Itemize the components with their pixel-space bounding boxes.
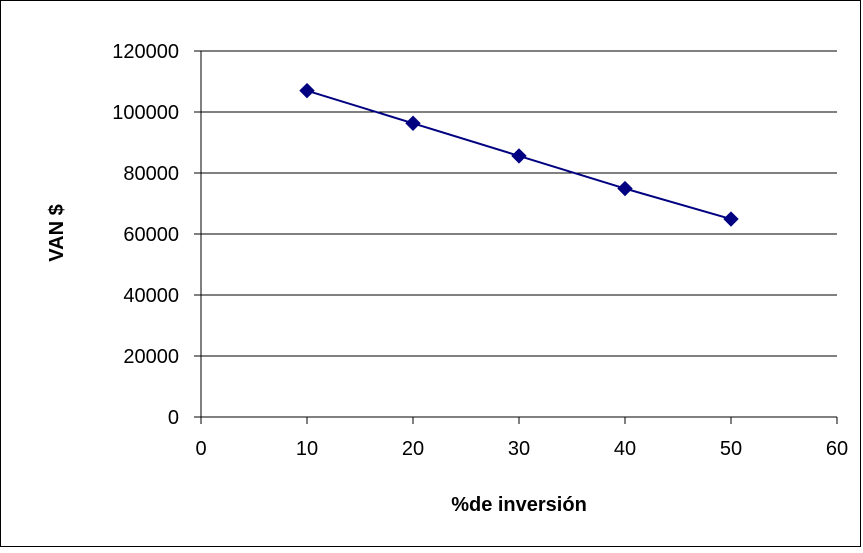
x-tick-label-1: 10 [296, 438, 318, 460]
y-tick-label-6: 120000 [112, 41, 179, 63]
x-tick-label-3: 30 [508, 438, 530, 460]
x-tick-label-4: 40 [614, 438, 636, 460]
y-tick-label-5: 100000 [112, 102, 179, 124]
data-point-3 [617, 180, 633, 197]
y-tick-label-1: 20000 [123, 346, 179, 368]
data-point-2 [511, 148, 527, 164]
x-tick-label-6: 60 [826, 438, 848, 460]
y-axis-title: VAN $ [46, 204, 68, 261]
data-point-0 [299, 82, 315, 99]
x-axis-title: %de inversión [451, 494, 587, 516]
y-tick-label-4: 80000 [123, 163, 179, 185]
y-tick-label-3: 60000 [123, 224, 179, 246]
axes [194, 50, 838, 424]
data-point-1 [405, 115, 421, 131]
tick-labels: 0 20000 40000 60000 80000 100000 120000 0 10 20 30… [112, 41, 848, 460]
y-tick-label-0: 0 [168, 407, 179, 429]
x-tick-label-5: 50 [720, 438, 742, 460]
y-tick-label-2: 40000 [123, 285, 179, 307]
x-tick-label-2: 20 [402, 438, 424, 460]
data-series [299, 82, 739, 227]
grid-lines [201, 50, 837, 357]
data-point-4 [723, 211, 739, 227]
x-tick-label-0: 0 [195, 438, 206, 460]
